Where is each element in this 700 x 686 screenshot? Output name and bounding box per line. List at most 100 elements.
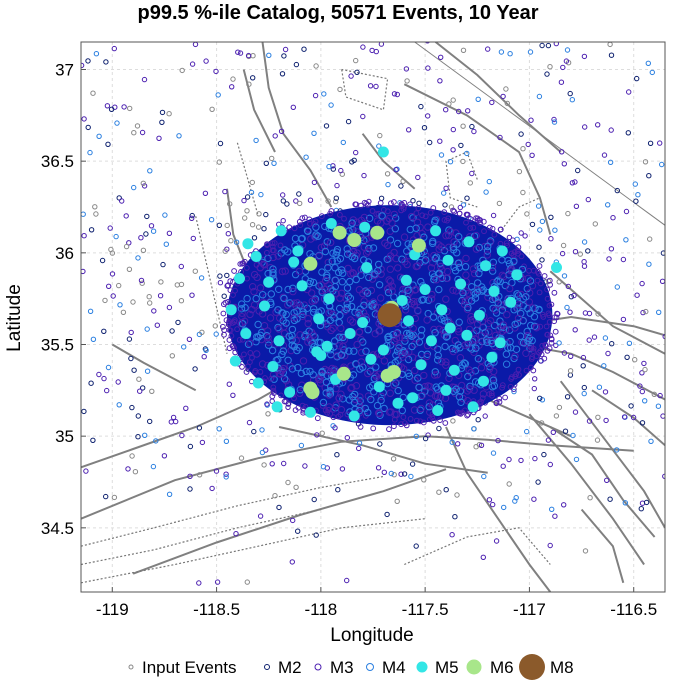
event-point (141, 76, 148, 83)
event-point (326, 163, 332, 170)
event-point (111, 45, 118, 52)
event-point (229, 84, 235, 90)
event-point (450, 97, 456, 103)
event-point (249, 283, 257, 291)
event-point (410, 340, 419, 348)
event-point (294, 363, 302, 372)
event-point (531, 385, 537, 392)
event-point (294, 33, 298, 37)
event-point (445, 226, 453, 234)
event-point (81, 408, 87, 415)
event-point (441, 342, 449, 351)
fault-line (580, 508, 625, 584)
event-point (166, 491, 173, 497)
event-point (244, 340, 253, 348)
event-point (81, 233, 87, 239)
event-point (378, 212, 386, 220)
event-point (530, 367, 537, 374)
event-point (535, 479, 541, 485)
event-point (520, 189, 526, 196)
event-point (452, 514, 458, 520)
event-point (375, 260, 383, 269)
event-point (132, 469, 139, 475)
event-point (436, 425, 442, 432)
event-point (624, 354, 630, 360)
event-point (582, 124, 588, 130)
event-point (233, 531, 239, 537)
event-point (580, 354, 587, 361)
event-point (544, 71, 550, 77)
event-point (353, 340, 361, 349)
event-point (147, 300, 153, 306)
event-point (462, 407, 468, 414)
event-point (489, 304, 497, 312)
event-point (561, 350, 568, 356)
event-point (335, 333, 343, 341)
event-m5 (292, 245, 304, 257)
fault-line (278, 426, 488, 474)
event-point (99, 257, 106, 264)
event-point (507, 264, 515, 272)
event-point (535, 305, 543, 314)
event-point (508, 374, 515, 381)
event-point (550, 429, 556, 435)
event-point (175, 319, 181, 326)
x-tick-label: -118.5 (193, 600, 240, 619)
event-point (565, 283, 571, 290)
event-point (427, 295, 436, 303)
event-point (642, 398, 648, 404)
event-point (334, 452, 340, 458)
event-point (90, 437, 96, 443)
event-point (411, 366, 419, 375)
event-point (176, 133, 182, 139)
event-point (614, 447, 620, 453)
event-point (354, 69, 360, 76)
event-point (472, 245, 481, 253)
event-point (637, 383, 643, 389)
event-point (275, 285, 283, 293)
event-point (537, 227, 543, 233)
event-point (524, 332, 533, 340)
event-point (306, 277, 315, 286)
event-point (628, 403, 634, 409)
event-point (106, 283, 112, 289)
event-point (592, 221, 598, 227)
event-point (270, 384, 277, 391)
event-point (662, 333, 665, 340)
event-point (264, 242, 271, 249)
event-point (166, 304, 173, 311)
event-m5 (403, 315, 414, 327)
event-point (548, 340, 555, 346)
event-point (282, 310, 290, 319)
event-point (126, 240, 132, 246)
event-point (512, 373, 519, 380)
event-point (282, 319, 290, 327)
event-point (445, 243, 453, 252)
event-point (332, 425, 338, 431)
event-point (620, 256, 627, 263)
event-point (506, 481, 512, 487)
event-point (232, 349, 239, 356)
event-point (434, 356, 442, 364)
event-m5 (463, 236, 475, 248)
event-point (455, 263, 463, 272)
event-point (516, 168, 523, 175)
event-point (363, 289, 372, 297)
event-point (640, 309, 646, 316)
event-point (309, 331, 318, 339)
event-point (318, 213, 325, 220)
fault-line (549, 270, 665, 355)
event-point (147, 418, 153, 425)
event-point (518, 265, 527, 274)
event-point (263, 211, 269, 218)
event-point (244, 579, 251, 585)
event-point (591, 334, 598, 340)
event-point (105, 364, 112, 371)
event-point (280, 294, 288, 303)
event-point (103, 493, 109, 500)
event-point (500, 463, 506, 469)
event-point (346, 316, 355, 324)
event-point (337, 266, 346, 274)
event-point (458, 296, 466, 305)
event-point (247, 359, 253, 366)
